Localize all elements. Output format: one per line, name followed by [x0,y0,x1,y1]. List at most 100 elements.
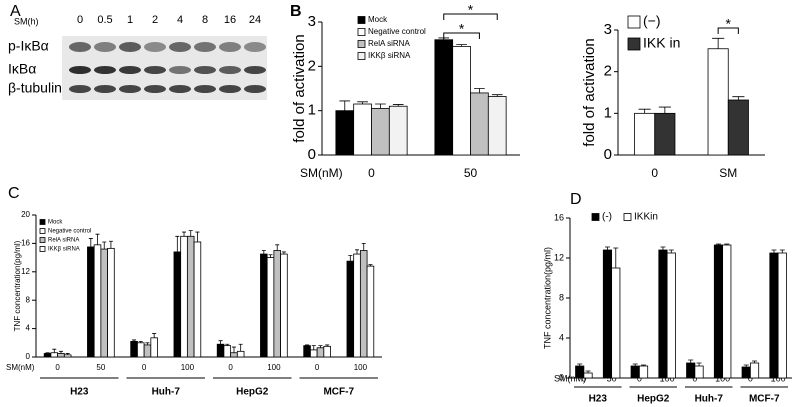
bar [707,48,729,156]
blot-band [169,66,191,74]
blot-band [219,85,241,93]
legend-label: Negative control [368,27,426,36]
error-bar [658,106,671,114]
error-bar [771,249,777,253]
panel-label: B [290,3,302,20]
blot-band [119,66,141,74]
time-label: 4 [177,14,183,26]
bar [470,92,489,156]
error-bar [368,264,373,267]
error-bar [145,342,150,345]
y-tick-label: 2 [604,63,612,80]
error-bar [238,343,243,352]
y-tick-label: 1 [604,104,612,121]
y-tick-label: 1 [308,102,316,119]
bar [749,362,760,379]
bar [43,353,52,358]
bar [216,343,225,358]
legend-label: Negative control [48,229,91,235]
legend-label: Mock [368,15,388,24]
y-tick-label: 3 [604,21,612,38]
bar [180,235,188,358]
error-bar [281,251,286,255]
bar [602,249,613,379]
y-tick-label: 0 [604,146,612,163]
x-tick-label: 0 [651,166,658,180]
significance-star: * [468,2,474,18]
error-bar [195,231,200,242]
bar [713,244,724,379]
legend-label: (-) [602,212,612,223]
bar [686,362,696,379]
error-bar [108,240,113,249]
bar [316,347,325,358]
y-axis-label: TNF concentration(pg/ml) [13,240,22,331]
legend-swatch [623,213,632,221]
error-bar [491,94,503,97]
bar [107,247,115,358]
bar [303,345,311,358]
bar [575,365,585,379]
group-label: H23 [589,394,608,405]
y-tick-label: 0 [308,146,316,163]
group-label: Huh-7 [152,387,181,398]
error-bar [355,249,360,255]
group-label: MCF-7 [749,394,780,405]
bar [150,337,158,358]
blot-band [194,85,216,93]
error-bar [348,255,353,262]
y-tick-label: 0 [559,372,564,382]
error-bar [52,348,57,353]
bar [666,252,676,379]
error-bar [361,243,366,251]
y-axis-label: TNF concentration(pg/ml) [542,247,552,349]
bar [452,45,471,156]
legend-label: RelA siRNA [368,39,410,48]
panel-label: C [8,185,20,202]
error-bar [604,246,610,250]
y-axis-label: fold of activation [291,34,308,142]
error-bar [138,340,143,343]
error-bar [261,250,266,255]
blot-band [69,85,91,93]
blot-band [119,42,141,52]
time-label: 0 [77,14,83,26]
error-bar [392,104,404,107]
error-bar [58,350,63,354]
time-label: 8 [202,14,208,26]
bar [87,246,95,358]
error-bar [188,230,193,237]
blot-band [169,42,191,52]
y-tick-label: 2 [308,57,316,74]
blot-band [94,42,116,52]
legend-swatch [357,52,366,60]
x-tick-label: 100 [181,363,195,372]
group-label: H23 [70,387,89,398]
y-tick-label: 8 [559,292,564,302]
x-tick-label: 0 [315,363,320,372]
y-tick-label: 3 [308,13,316,30]
bar [353,103,372,156]
bar [266,257,275,358]
error-bar [632,363,638,366]
bar [583,372,593,379]
bar [236,350,245,358]
bar [658,249,668,379]
significance-star: * [726,16,732,32]
error-bar [638,108,651,114]
bar [346,260,355,358]
legend-swatch [39,228,46,234]
x-axis-label: SM(nM) [300,166,343,180]
y-tick-label: 20 [21,210,30,219]
error-bar [231,346,236,353]
blot-band [194,42,216,52]
error-bar [712,37,725,49]
error-bar [325,344,330,347]
group-label: HepG2 [637,394,670,405]
legend-swatch [357,28,366,36]
bar [694,365,704,379]
legend-label: IKKβ siRNA [48,247,80,253]
bar [769,252,779,379]
error-bar [305,344,310,346]
time-label: 1 [127,14,133,26]
